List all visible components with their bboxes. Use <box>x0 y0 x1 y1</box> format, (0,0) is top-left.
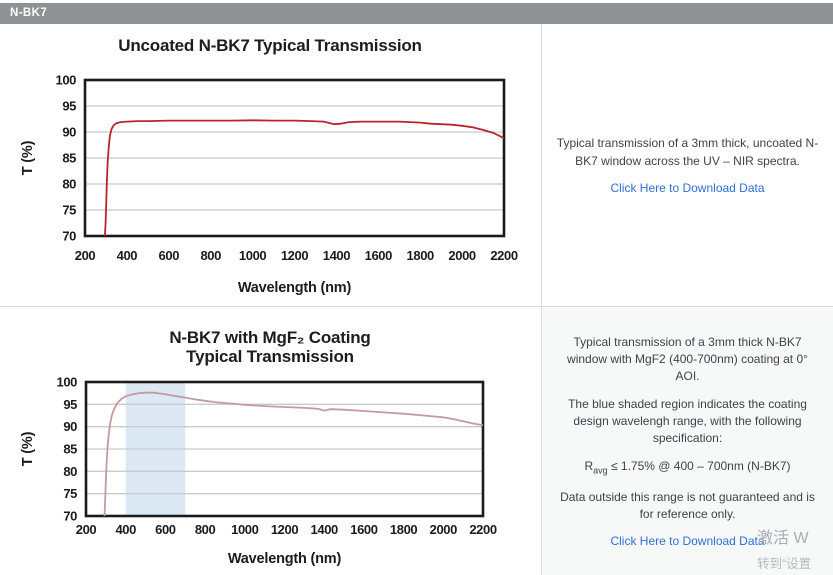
y-tick-label: 90 <box>63 419 77 434</box>
vertical-divider <box>541 24 542 575</box>
description-panel-uncoated: Typical transmission of a 3mm thick, unc… <box>542 24 833 306</box>
y-tick-label: 85 <box>62 151 76 166</box>
description-text: Typical transmission of a 3mm thick N-BK… <box>567 335 808 384</box>
y-tick-label: 100 <box>56 73 77 88</box>
y-tick-label: 70 <box>63 509 77 524</box>
y-tick-label: 80 <box>62 177 76 192</box>
x-tick-label: 1000 <box>239 248 266 263</box>
x-tick-label: 2000 <box>448 248 475 263</box>
y-axis-label: T (%) <box>20 431 36 466</box>
x-axis-label: Wavelength (nm) <box>238 280 352 296</box>
y-tick-label: 85 <box>63 442 77 457</box>
y-tick-label: 95 <box>63 397 77 412</box>
y-axis-label: T (%) <box>20 140 36 175</box>
plot-border <box>84 380 485 518</box>
x-tick-label: 1800 <box>407 248 434 263</box>
x-tick-label: 2200 <box>490 248 517 263</box>
download-data-link[interactable]: Click Here to Download Data <box>610 533 765 548</box>
x-tick-label: 2000 <box>430 522 457 537</box>
x-tick-label: 1400 <box>311 522 338 537</box>
y-tick-label: 100 <box>57 375 78 390</box>
x-tick-label: 1600 <box>365 248 392 263</box>
description-text: Data outside this range is not guarantee… <box>560 489 815 521</box>
x-tick-label: 2200 <box>469 522 496 537</box>
chart-title-line-2: Typical Transmission <box>186 347 354 366</box>
description-panel-coated: Typical transmission of a 3mm thick N-BK… <box>542 307 833 575</box>
section-title: N-BK7 <box>10 7 48 19</box>
chart-section-coated: N-BK7 with MgF₂ Coating Typical Transmis… <box>0 307 541 575</box>
plot-border <box>83 78 506 238</box>
x-tick-label: 1200 <box>281 248 308 263</box>
chart-title-uncoated: Uncoated N-BK7 Typical Transmission <box>118 36 422 55</box>
x-tick-label: 1200 <box>271 522 298 537</box>
y-tick-label: 90 <box>62 125 76 140</box>
x-tick-label: 1600 <box>350 522 377 537</box>
x-tick-label: 200 <box>75 248 96 263</box>
x-tick-label: 200 <box>76 522 97 537</box>
description-text: Typical transmission of a 3mm thick, unc… <box>556 136 819 168</box>
x-tick-label: 1000 <box>231 522 258 537</box>
chart-section-uncoated: Uncoated N-BK7 Typical Transmission 200 4… <box>0 24 541 306</box>
x-tick-label: 1400 <box>323 248 350 263</box>
x-tick-label: 600 <box>159 248 180 263</box>
x-tick-label: 600 <box>155 522 176 537</box>
y-tick-label: 75 <box>63 486 77 501</box>
y-tick-label: 95 <box>62 99 76 114</box>
x-tick-label: 1800 <box>390 522 417 537</box>
x-tick-label: 400 <box>115 522 136 537</box>
section-header-bar: N-BK7 <box>0 3 833 24</box>
x-tick-label: 800 <box>200 248 221 263</box>
y-tick-label: 75 <box>62 203 76 218</box>
description-text: The blue shaded region indicates the coa… <box>568 397 807 446</box>
x-axis-label: Wavelength (nm) <box>228 551 342 567</box>
transmission-curve <box>104 119 505 237</box>
transmission-curve <box>103 391 484 517</box>
x-tick-label: 400 <box>117 248 138 263</box>
uncoated-transmission-chart: 200 400 600 800 1000 1200 1400 1600 1800 2000 2200… <box>20 73 518 297</box>
coating-specification: Ravg ≤ 1.75% @ 400 – 700nm (N-BK7) <box>584 459 791 476</box>
x-tick-label: 800 <box>195 522 216 537</box>
y-tick-label: 70 <box>62 229 76 244</box>
download-data-link[interactable]: Click Here to Download Data <box>610 180 765 195</box>
horizontal-divider <box>0 306 833 307</box>
y-tick-label: 80 <box>63 464 77 479</box>
coated-transmission-chart: 200 400 600 800 1000 1200 1400 1600 1800 2000 2200… <box>20 375 497 568</box>
chart-title-line-1: N-BK7 with MgF₂ Coating <box>169 328 371 347</box>
chart-title-coated: N-BK7 with MgF₂ Coating Typical Transmis… <box>0 328 540 366</box>
